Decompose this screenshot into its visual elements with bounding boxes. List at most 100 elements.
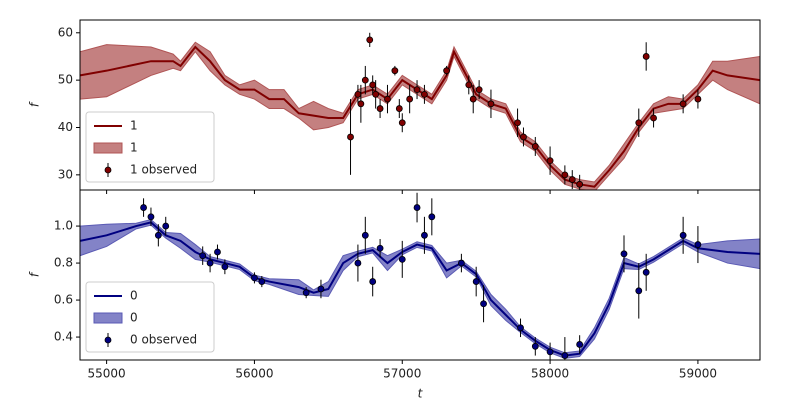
x-tick-label: 58000 [531, 367, 569, 381]
observed-point [317, 285, 325, 293]
observed-point [620, 250, 628, 258]
observed-point [413, 204, 421, 211]
observed-point [487, 100, 495, 108]
observed-point [443, 67, 451, 75]
observed-point [147, 213, 155, 221]
observed-point [531, 342, 539, 350]
observed-point [469, 95, 477, 103]
observed-point [642, 268, 650, 276]
y-tick-label: 50 [58, 73, 73, 87]
observed-point [546, 348, 554, 356]
y-axis-label: f [28, 101, 42, 107]
observed-point [413, 86, 421, 94]
observed-point [369, 81, 377, 89]
observed-point [635, 119, 643, 127]
observed-point [475, 86, 483, 94]
y-tick-label: 1.0 [54, 219, 73, 233]
x-tick-label: 57000 [383, 367, 421, 381]
observed-point [576, 341, 584, 348]
observed-point [561, 352, 569, 359]
axes-frame [79, 189, 761, 361]
observed-point [642, 53, 650, 60]
y-tick-label: 40 [58, 120, 73, 134]
legend-label: 0 observed [130, 333, 197, 347]
observed-point [428, 213, 436, 221]
observed-point [302, 289, 310, 297]
observed-point [694, 241, 702, 248]
legend-box [85, 281, 215, 353]
observed-point [361, 76, 369, 84]
observed-point [372, 90, 380, 98]
observed-point [384, 95, 391, 103]
confidence-band [80, 41, 760, 190]
observed-point [206, 259, 214, 267]
mean-line [80, 45, 760, 188]
y-tick-label: 0.6 [54, 293, 73, 307]
legend-point [104, 336, 112, 344]
observed-point [354, 259, 362, 267]
observed-point [140, 204, 147, 211]
observed-point [398, 119, 406, 127]
observed-point [369, 278, 377, 285]
observed-point [366, 36, 374, 44]
observed-point [679, 231, 687, 239]
observed-point [221, 263, 229, 271]
observed-point [398, 255, 406, 263]
observed-point [465, 81, 473, 89]
y-tick-label: 0.4 [54, 330, 73, 344]
observed-point [376, 105, 384, 112]
observed-point [162, 222, 170, 230]
observed-point [457, 259, 465, 267]
confidence-band [80, 219, 760, 359]
x-tick-label: 55000 [88, 367, 126, 381]
observed-point [561, 171, 569, 179]
x-tick-label: 56000 [235, 367, 273, 381]
observed-point [199, 252, 207, 260]
legend-label: 0 [130, 289, 138, 303]
observed-point [514, 119, 521, 127]
x-tick-label: 59000 [679, 367, 717, 381]
observed-point [406, 95, 414, 103]
observed-point [361, 231, 369, 239]
observed-point [517, 324, 524, 332]
observed-point [214, 248, 221, 256]
legend-point [104, 166, 112, 174]
observed-point [679, 100, 687, 108]
legend-label: 1 [130, 141, 138, 155]
observed-point [354, 90, 362, 98]
x-axis-label: t [418, 387, 424, 401]
observed-point [421, 231, 428, 239]
legend-box [85, 111, 215, 183]
observed-point [531, 143, 539, 150]
plot-area [80, 192, 760, 360]
observed-point [576, 180, 584, 188]
observed-point [357, 100, 365, 108]
observed-point [258, 278, 266, 285]
observed-point [635, 287, 643, 295]
plot-area [80, 32, 760, 190]
observed-point [480, 300, 487, 308]
y-tick-label: 30 [58, 167, 73, 181]
legend-patch [93, 142, 123, 154]
observed-point [472, 278, 480, 285]
observed-point [650, 114, 657, 122]
y-tick-label: 0.8 [54, 256, 73, 270]
y-tick-label: 60 [58, 25, 73, 39]
legend-patch [93, 312, 123, 324]
observed-point [694, 95, 702, 103]
legend-label: 1 [130, 119, 138, 133]
observed-point [546, 157, 554, 165]
observed-point [347, 133, 354, 141]
observed-point [421, 90, 428, 98]
y-axis-label: f [28, 271, 42, 277]
legend-label: 1 observed [130, 163, 197, 177]
observed-point [391, 67, 399, 75]
observed-point [376, 244, 384, 252]
observed-point [520, 133, 527, 141]
observed-point [568, 176, 576, 183]
observed-point [395, 105, 403, 112]
observed-point [154, 231, 162, 239]
legend-label: 0 [130, 311, 138, 325]
observed-point [251, 274, 258, 282]
